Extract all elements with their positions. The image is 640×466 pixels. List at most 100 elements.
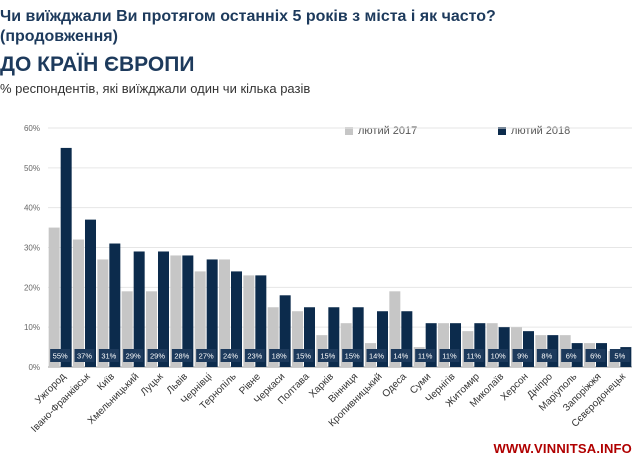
bar-2018 (279, 295, 291, 367)
chart-title-continued: (продовження) (0, 28, 118, 45)
data-label: 11% (442, 352, 457, 361)
chart-title: Чи виїжджали Ви протягом останніх 5 рокі… (0, 8, 496, 25)
data-label-box (561, 349, 582, 362)
data-label: 9% (517, 352, 528, 361)
data-label: 37% (77, 352, 92, 361)
data-label-box (98, 349, 119, 362)
bar-2018 (255, 275, 267, 367)
data-label: 29% (126, 352, 141, 361)
data-label: 8% (541, 352, 552, 361)
bar-2018 (377, 311, 388, 367)
data-label: 11% (418, 352, 433, 361)
data-label-box (147, 349, 168, 362)
data-label-box (536, 349, 557, 362)
y-tick-label: 40% (24, 204, 40, 213)
data-label-box (171, 349, 192, 362)
data-label-box (342, 349, 363, 362)
chart-subtitle: % респондентів, які виїжджали один чи кі… (0, 81, 311, 96)
data-label-box (293, 349, 314, 362)
bar-2018 (304, 307, 315, 367)
bar-2018 (401, 311, 413, 367)
bar-2018 (133, 251, 145, 367)
bar-2017 (194, 271, 206, 367)
data-label-box (244, 349, 265, 362)
bar-2017 (73, 239, 84, 367)
data-label-box (123, 349, 144, 362)
y-tick-label: 20% (24, 283, 40, 292)
bar-2018 (85, 219, 96, 367)
bar-2018 (425, 323, 437, 367)
data-label: 6% (590, 352, 601, 361)
data-label-box (74, 349, 95, 362)
data-label-box (196, 349, 217, 362)
y-tick-label: 0% (28, 363, 40, 372)
bar-2017 (170, 255, 182, 367)
data-label-box (512, 349, 533, 362)
bar-2018 (450, 323, 461, 367)
data-label: 28% (174, 352, 189, 361)
data-label: 27% (199, 352, 214, 361)
bar-2018 (182, 255, 194, 367)
bar-2017 (121, 291, 133, 367)
data-label: 10% (491, 352, 506, 361)
bar-2017 (243, 275, 255, 367)
data-label-box (220, 349, 241, 362)
data-label-box (366, 349, 387, 362)
data-label-box (609, 349, 630, 362)
data-label-box (415, 349, 436, 362)
bar-2018 (60, 147, 72, 367)
data-label-box (463, 349, 484, 362)
data-label-box (317, 349, 338, 362)
y-tick-label: 10% (24, 323, 40, 332)
bar-2017 (438, 323, 449, 367)
bar-2017 (389, 291, 401, 367)
data-label: 31% (101, 352, 116, 361)
category-label: Херсон (499, 371, 531, 403)
data-label-box (439, 349, 460, 362)
bar-2018 (109, 243, 121, 367)
legend-swatch-2018 (498, 127, 506, 135)
bar-2017 (511, 327, 522, 367)
bar-2018 (231, 271, 242, 367)
bar-2018 (158, 251, 169, 367)
data-label: 15% (320, 352, 335, 361)
bar-2017 (97, 259, 109, 367)
category-label: Луцьк (139, 371, 166, 398)
data-label: 29% (150, 352, 165, 361)
bar-2017 (340, 323, 352, 367)
data-label-box (269, 349, 290, 362)
data-label: 11% (467, 352, 482, 361)
bar-2018 (352, 307, 364, 367)
category-label: Київ (95, 371, 117, 393)
category-label: Одеса (380, 371, 409, 400)
bar-2017 (292, 311, 303, 367)
y-tick-label: 60% (24, 124, 40, 133)
y-tick-label: 30% (24, 244, 40, 253)
data-label: 15% (345, 352, 360, 361)
bar-2017 (267, 307, 279, 367)
bar-2018 (328, 307, 340, 367)
bar-2017 (219, 259, 230, 367)
data-label-box (390, 349, 411, 362)
data-label: 55% (53, 352, 68, 361)
data-label: 6% (566, 352, 577, 361)
bar-2018 (474, 323, 486, 367)
y-tick-label: 50% (24, 164, 40, 173)
bar-2018 (498, 327, 510, 367)
data-label: 14% (369, 352, 384, 361)
bar-2017 (146, 291, 157, 367)
data-label: 14% (393, 352, 408, 361)
chart-main-title: ДО КРАЇН ЄВРОПИ (0, 53, 195, 76)
bar-2018 (206, 259, 218, 367)
data-label-box (488, 349, 509, 362)
bar-2017 (48, 227, 60, 367)
legend-swatch-2017 (345, 127, 353, 135)
data-label-box (585, 349, 606, 362)
data-label: 24% (223, 352, 238, 361)
data-label-box (50, 349, 71, 362)
data-label: 18% (272, 352, 287, 361)
data-label: 15% (296, 352, 311, 361)
bar-2017 (486, 323, 498, 367)
data-label: 23% (247, 352, 262, 361)
